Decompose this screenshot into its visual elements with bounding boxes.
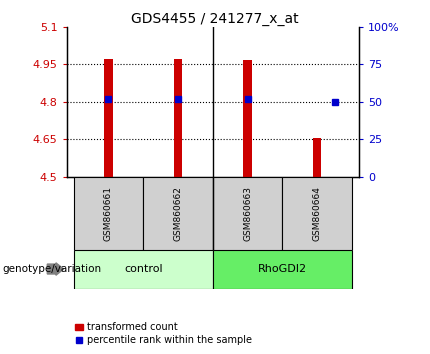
FancyBboxPatch shape	[213, 177, 283, 250]
Bar	[243, 61, 252, 177]
Text: GSM860664: GSM860664	[313, 186, 322, 241]
FancyBboxPatch shape	[143, 177, 213, 250]
Text: RhoGDI2: RhoGDI2	[258, 264, 307, 274]
Text: GDS4455 / 241277_x_at: GDS4455 / 241277_x_at	[131, 12, 299, 27]
FancyBboxPatch shape	[213, 250, 352, 289]
Bar	[104, 59, 113, 177]
Bar	[174, 59, 182, 177]
FancyBboxPatch shape	[74, 177, 143, 250]
FancyBboxPatch shape	[74, 250, 213, 289]
Text: genotype/variation: genotype/variation	[2, 264, 101, 274]
Text: GSM860662: GSM860662	[174, 186, 183, 241]
Bar	[313, 138, 322, 177]
FancyBboxPatch shape	[283, 177, 352, 250]
Text: GSM860663: GSM860663	[243, 186, 252, 241]
Text: GSM860661: GSM860661	[104, 186, 113, 241]
Legend: transformed count, percentile rank within the sample: transformed count, percentile rank withi…	[71, 319, 256, 349]
Text: control: control	[124, 264, 163, 274]
